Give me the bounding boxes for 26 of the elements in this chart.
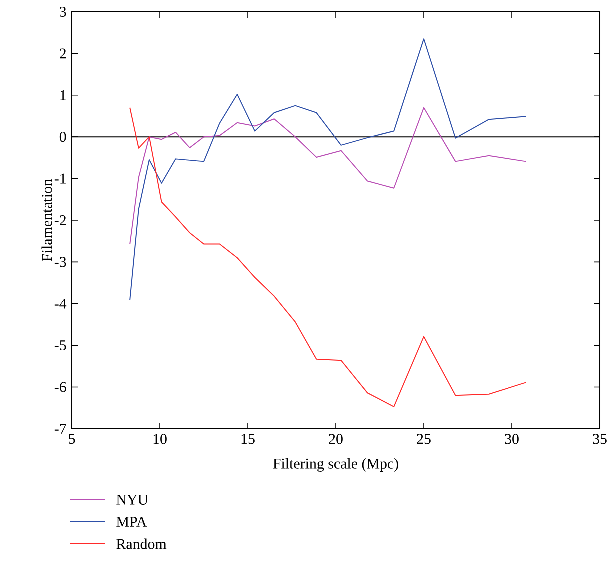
y-tick-label: 2 — [60, 48, 66, 59]
legend-label: NYU — [116, 495, 148, 505]
y-axis-title: Filamentation — [42, 179, 52, 262]
y-tick-label: -6 — [54, 382, 66, 392]
x-tick-label: 35 — [593, 434, 607, 444]
y-tick-label: 3 — [60, 6, 66, 17]
line-series — [130, 38, 527, 301]
legend-label: Random — [116, 538, 167, 550]
x-tick-label: 15 — [242, 434, 255, 444]
y-tick-label: 0 — [60, 132, 66, 142]
x-tick-label: 5 — [69, 434, 76, 444]
x-tick-label: 10 — [154, 434, 167, 444]
y-tick-label: -4 — [54, 298, 67, 309]
y-tick-label: -1 — [54, 174, 66, 184]
legend-label: MPA — [116, 517, 148, 527]
x-tick-label: 25 — [417, 434, 431, 444]
y-tick-label: -2 — [54, 216, 66, 226]
y-tick-label: 1 — [60, 90, 66, 100]
y-tick-label: -7 — [54, 424, 66, 434]
line-series — [130, 107, 527, 408]
x-axis-title: Filtering scale (Mpc) — [273, 458, 398, 472]
x-tick-label: 30 — [505, 434, 519, 444]
line-series — [130, 107, 527, 245]
y-tick-label: -3 — [54, 257, 66, 268]
x-tick-label: 20 — [329, 434, 343, 444]
y-tick-label: -5 — [54, 340, 66, 351]
